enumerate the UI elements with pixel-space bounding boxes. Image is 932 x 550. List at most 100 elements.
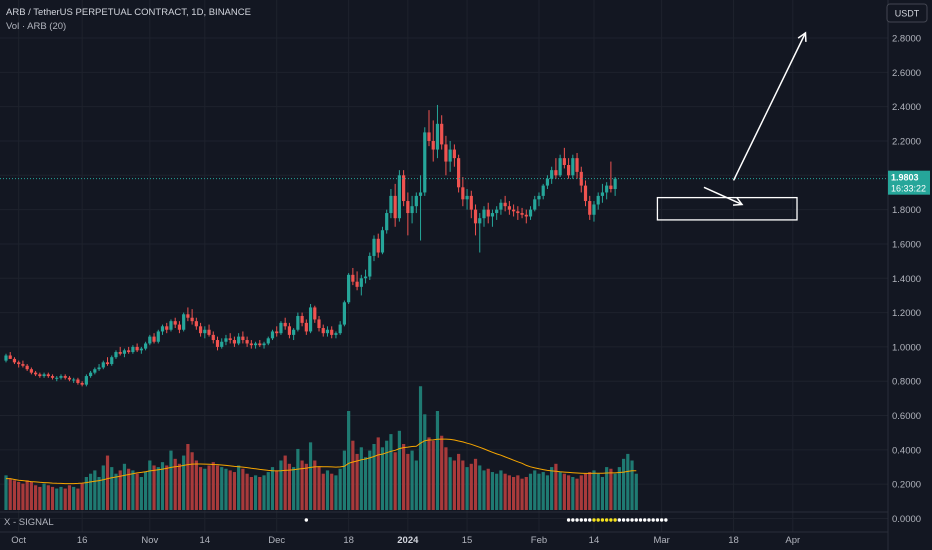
volume-bar <box>34 485 38 510</box>
volume-bar <box>59 486 63 510</box>
currency-button[interactable]: USDT <box>886 3 928 23</box>
candle-body <box>304 322 308 332</box>
volume-bar <box>490 472 495 510</box>
candle <box>143 341 148 351</box>
volume-bar <box>503 473 507 510</box>
volume-bar <box>177 463 182 510</box>
signal-dot <box>621 518 626 522</box>
volume-bar <box>473 458 478 510</box>
chart-title[interactable]: ARB / TetherUS PERPETUAL CONTRACT, 1D, B… <box>6 7 251 18</box>
volume-bar <box>160 462 165 510</box>
candle <box>520 207 524 219</box>
candle <box>160 324 165 335</box>
y-tick-label: 0.2000 <box>892 480 921 491</box>
candle-body <box>224 338 228 342</box>
candle <box>575 152 579 179</box>
candle <box>4 353 8 363</box>
volume-bar <box>418 386 423 510</box>
last-price-countdown: 16:33:22 <box>891 184 926 194</box>
volume-bar <box>80 483 84 510</box>
currency-button-frame[interactable] <box>886 3 928 23</box>
candle <box>72 377 76 383</box>
volume-bar <box>385 440 389 510</box>
volume-bar <box>122 463 127 510</box>
candle <box>452 144 456 167</box>
candle <box>304 319 308 335</box>
volume-bar <box>592 470 596 510</box>
candle <box>545 175 550 190</box>
signal-dot <box>613 518 617 522</box>
candle-body <box>17 362 21 365</box>
candle <box>440 115 444 150</box>
arrow-drawing[interactable] <box>732 31 807 181</box>
arrow-drawing[interactable] <box>703 186 744 206</box>
candle <box>308 304 313 334</box>
candle <box>97 364 101 371</box>
candle-body <box>575 158 579 172</box>
candle-body <box>63 376 67 378</box>
x-tick-label: Dec <box>268 535 285 546</box>
volume-bar <box>528 473 533 510</box>
candle <box>566 158 571 179</box>
candle-body <box>4 355 8 361</box>
candle <box>287 322 292 339</box>
arrow-shaft[interactable] <box>703 186 743 206</box>
candle <box>59 374 63 380</box>
candle-body <box>389 195 393 214</box>
volume-bar <box>325 470 330 510</box>
volume-bar <box>588 472 592 510</box>
volume-bar <box>617 467 621 510</box>
volume-bar <box>448 457 452 510</box>
candle <box>25 364 29 371</box>
candle <box>330 326 334 339</box>
candle <box>457 154 461 193</box>
time-axis[interactable]: Oct 16 Nov 14 Dec 18 2024 15 Feb 14 Mar 18 Apr <box>11 535 800 546</box>
candle-body <box>372 238 376 256</box>
arrow-head[interactable] <box>732 196 744 206</box>
candle <box>347 273 351 304</box>
volume-bar <box>25 480 29 510</box>
candle-body <box>122 350 127 354</box>
candle-body <box>296 316 300 330</box>
candle <box>423 127 427 196</box>
candle <box>139 346 143 354</box>
y-tick-label: 0.0000 <box>892 514 921 525</box>
candle-body <box>380 230 385 253</box>
candle-body <box>444 144 448 162</box>
volume-legend[interactable]: Vol · ARB (20) <box>6 21 66 32</box>
signal-dot <box>583 518 588 522</box>
candle <box>516 206 520 220</box>
volume-bar <box>520 478 524 510</box>
price-axis[interactable]: 2.80002.60002.40002.20002.00001.80001.60… <box>892 34 921 525</box>
volume-bar <box>198 467 203 510</box>
candle <box>220 338 224 349</box>
candle-body <box>397 175 401 219</box>
candle <box>613 177 617 196</box>
volume-bar <box>76 488 80 510</box>
indicator-pane-label[interactable]: X - SIGNAL <box>4 517 54 528</box>
currency-button-label[interactable]: USDT <box>895 9 920 19</box>
candle <box>215 336 220 351</box>
volume-bar <box>605 467 609 510</box>
candle-body <box>431 140 435 150</box>
candle-body <box>533 199 537 210</box>
candle-body <box>423 132 427 193</box>
candle-body <box>571 158 575 176</box>
volume-bar <box>554 463 558 510</box>
candle <box>389 189 393 219</box>
volume-bar <box>321 473 325 510</box>
candle-body <box>613 178 617 190</box>
volume-bar <box>410 450 414 510</box>
volume-bar <box>562 473 566 510</box>
candle <box>148 334 152 346</box>
candle <box>579 166 583 193</box>
candle <box>482 206 486 227</box>
arrow-head[interactable] <box>797 31 807 42</box>
volume-bar <box>469 463 473 510</box>
drawings[interactable] <box>656 31 807 221</box>
candle <box>67 376 72 382</box>
arrow-shaft[interactable] <box>732 32 807 181</box>
x-tick-label: Mar <box>653 535 669 546</box>
candle <box>406 192 410 236</box>
